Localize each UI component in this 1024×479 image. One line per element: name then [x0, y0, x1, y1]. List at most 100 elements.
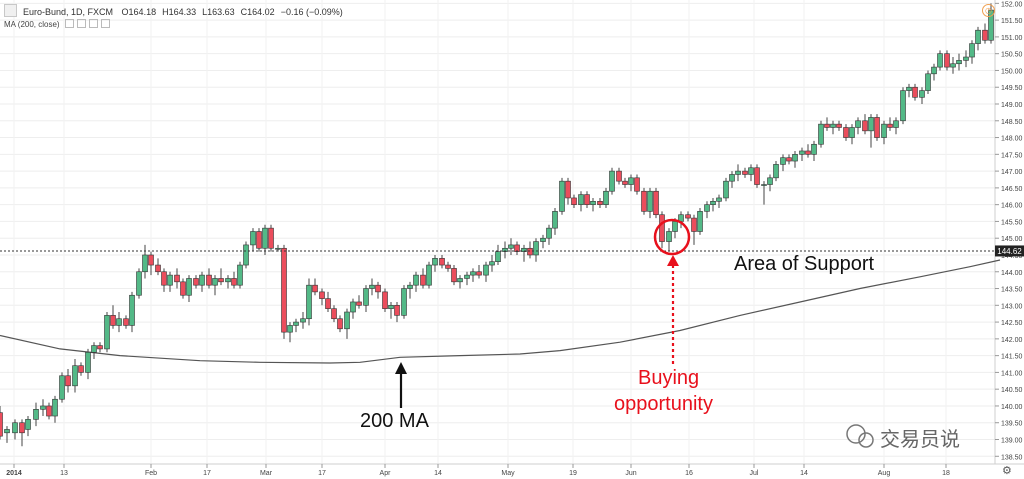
- x-tick-label: 17: [318, 470, 326, 477]
- candle-body: [824, 123, 830, 128]
- gear-icon[interactable]: ⚙: [1002, 465, 1012, 477]
- candle: [369, 278, 375, 296]
- candle: [818, 120, 824, 148]
- indicator-legend[interactable]: MA (200, close): [4, 19, 110, 29]
- candle: [773, 161, 779, 182]
- candle-body: [502, 247, 508, 252]
- time-axis[interactable]: 2014 13 Feb 17 Mar 17 Apr 14 May 19 Jun 16 Jul 14 Aug 1…: [6, 464, 950, 477]
- symbol-dropdown-icon[interactable]: [4, 4, 17, 17]
- price-grid: [0, 0, 995, 464]
- candle-body: [862, 120, 868, 132]
- candle: [666, 228, 672, 252]
- x-tick-label: 18: [942, 470, 950, 477]
- y-tick-label: 138.50: [1001, 454, 1023, 461]
- candle: [123, 315, 129, 329]
- candle: [704, 201, 710, 219]
- candle-body: [65, 375, 71, 387]
- candle-body: [729, 174, 735, 182]
- y-tick-label: 149.00: [1001, 102, 1023, 109]
- more-icon[interactable]: [100, 19, 110, 28]
- candle: [439, 254, 445, 269]
- candle-body: [799, 150, 805, 155]
- candle-body: [104, 315, 110, 350]
- candle: [237, 261, 243, 289]
- candle: [199, 271, 205, 292]
- candle-body: [893, 120, 899, 128]
- candle-body: [609, 170, 615, 192]
- ohlc-close: C164.02: [240, 7, 275, 17]
- candle: [647, 187, 653, 219]
- candle: [634, 174, 640, 195]
- candle-body: [982, 29, 988, 41]
- candle: [691, 214, 697, 245]
- candle-body: [691, 217, 697, 232]
- eye-icon[interactable]: [64, 19, 74, 28]
- price-axis[interactable]: 152.00 151.50 151.00 150.50 150.00 149.50 149.…: [995, 1, 1023, 461]
- y-tick-label: 147.50: [1001, 152, 1023, 159]
- candle: [489, 254, 495, 272]
- y-tick-label: 142.00: [1001, 337, 1023, 344]
- support-annotation: Area of Support: [734, 253, 875, 275]
- candle: [97, 342, 103, 353]
- close-icon[interactable]: [88, 19, 98, 28]
- clock-icon[interactable]: ◷: [982, 4, 995, 17]
- candle: [697, 208, 703, 235]
- candle-body: [641, 190, 647, 212]
- watermark-icon: [846, 424, 874, 448]
- candle: [729, 171, 735, 188]
- y-tick-label: 139.00: [1001, 438, 1023, 445]
- candle-body: [944, 53, 950, 68]
- candle: [931, 63, 937, 81]
- candle: [46, 402, 52, 420]
- candle-body: [33, 409, 39, 420]
- candle-body: [180, 281, 186, 296]
- candle: [445, 261, 451, 272]
- settings-icon[interactable]: [76, 19, 86, 28]
- candle: [843, 124, 849, 141]
- candle-body: [319, 291, 325, 299]
- price-change: −0.16 (−0.09%): [280, 7, 343, 17]
- ohlc-low: L163.63: [202, 7, 235, 17]
- candle-body: [401, 288, 407, 316]
- candle-body: [742, 170, 748, 175]
- candle: [394, 301, 400, 323]
- y-tick-label: 146.50: [1001, 186, 1023, 193]
- candle: [710, 197, 716, 212]
- candle: [426, 261, 432, 289]
- candle-body: [483, 264, 489, 276]
- candle-body: [25, 419, 31, 430]
- candle: [641, 187, 647, 215]
- candle: [571, 194, 577, 209]
- candle-body: [919, 90, 925, 98]
- candle-body: [167, 274, 173, 286]
- candle: [104, 312, 110, 353]
- symbol-name[interactable]: Euro-Bund, 1D, FXCM: [23, 7, 114, 17]
- candle: [716, 194, 722, 209]
- candle-body: [818, 123, 824, 145]
- candle-body: [761, 184, 767, 186]
- candle: [413, 271, 419, 292]
- candle: [811, 140, 817, 162]
- candle-body: [710, 201, 716, 205]
- candle: [678, 211, 684, 229]
- y-tick-label: 144.50: [1001, 253, 1023, 260]
- candle: [193, 275, 199, 289]
- candle: [344, 308, 350, 339]
- candle: [225, 275, 231, 289]
- candle-body: [786, 157, 792, 162]
- candle: [4, 426, 10, 443]
- y-tick-label: 140.50: [1001, 387, 1023, 394]
- candle-body: [91, 345, 97, 353]
- candle: [900, 87, 906, 125]
- candle-body: [300, 318, 306, 323]
- candle: [243, 241, 249, 269]
- candle-body: [616, 170, 622, 182]
- candle-body: [597, 201, 603, 205]
- candle-body: [495, 251, 501, 262]
- candle: [912, 83, 918, 101]
- candle-body: [243, 244, 249, 266]
- candle: [559, 177, 565, 215]
- ohlc-open: O164.18: [121, 7, 157, 17]
